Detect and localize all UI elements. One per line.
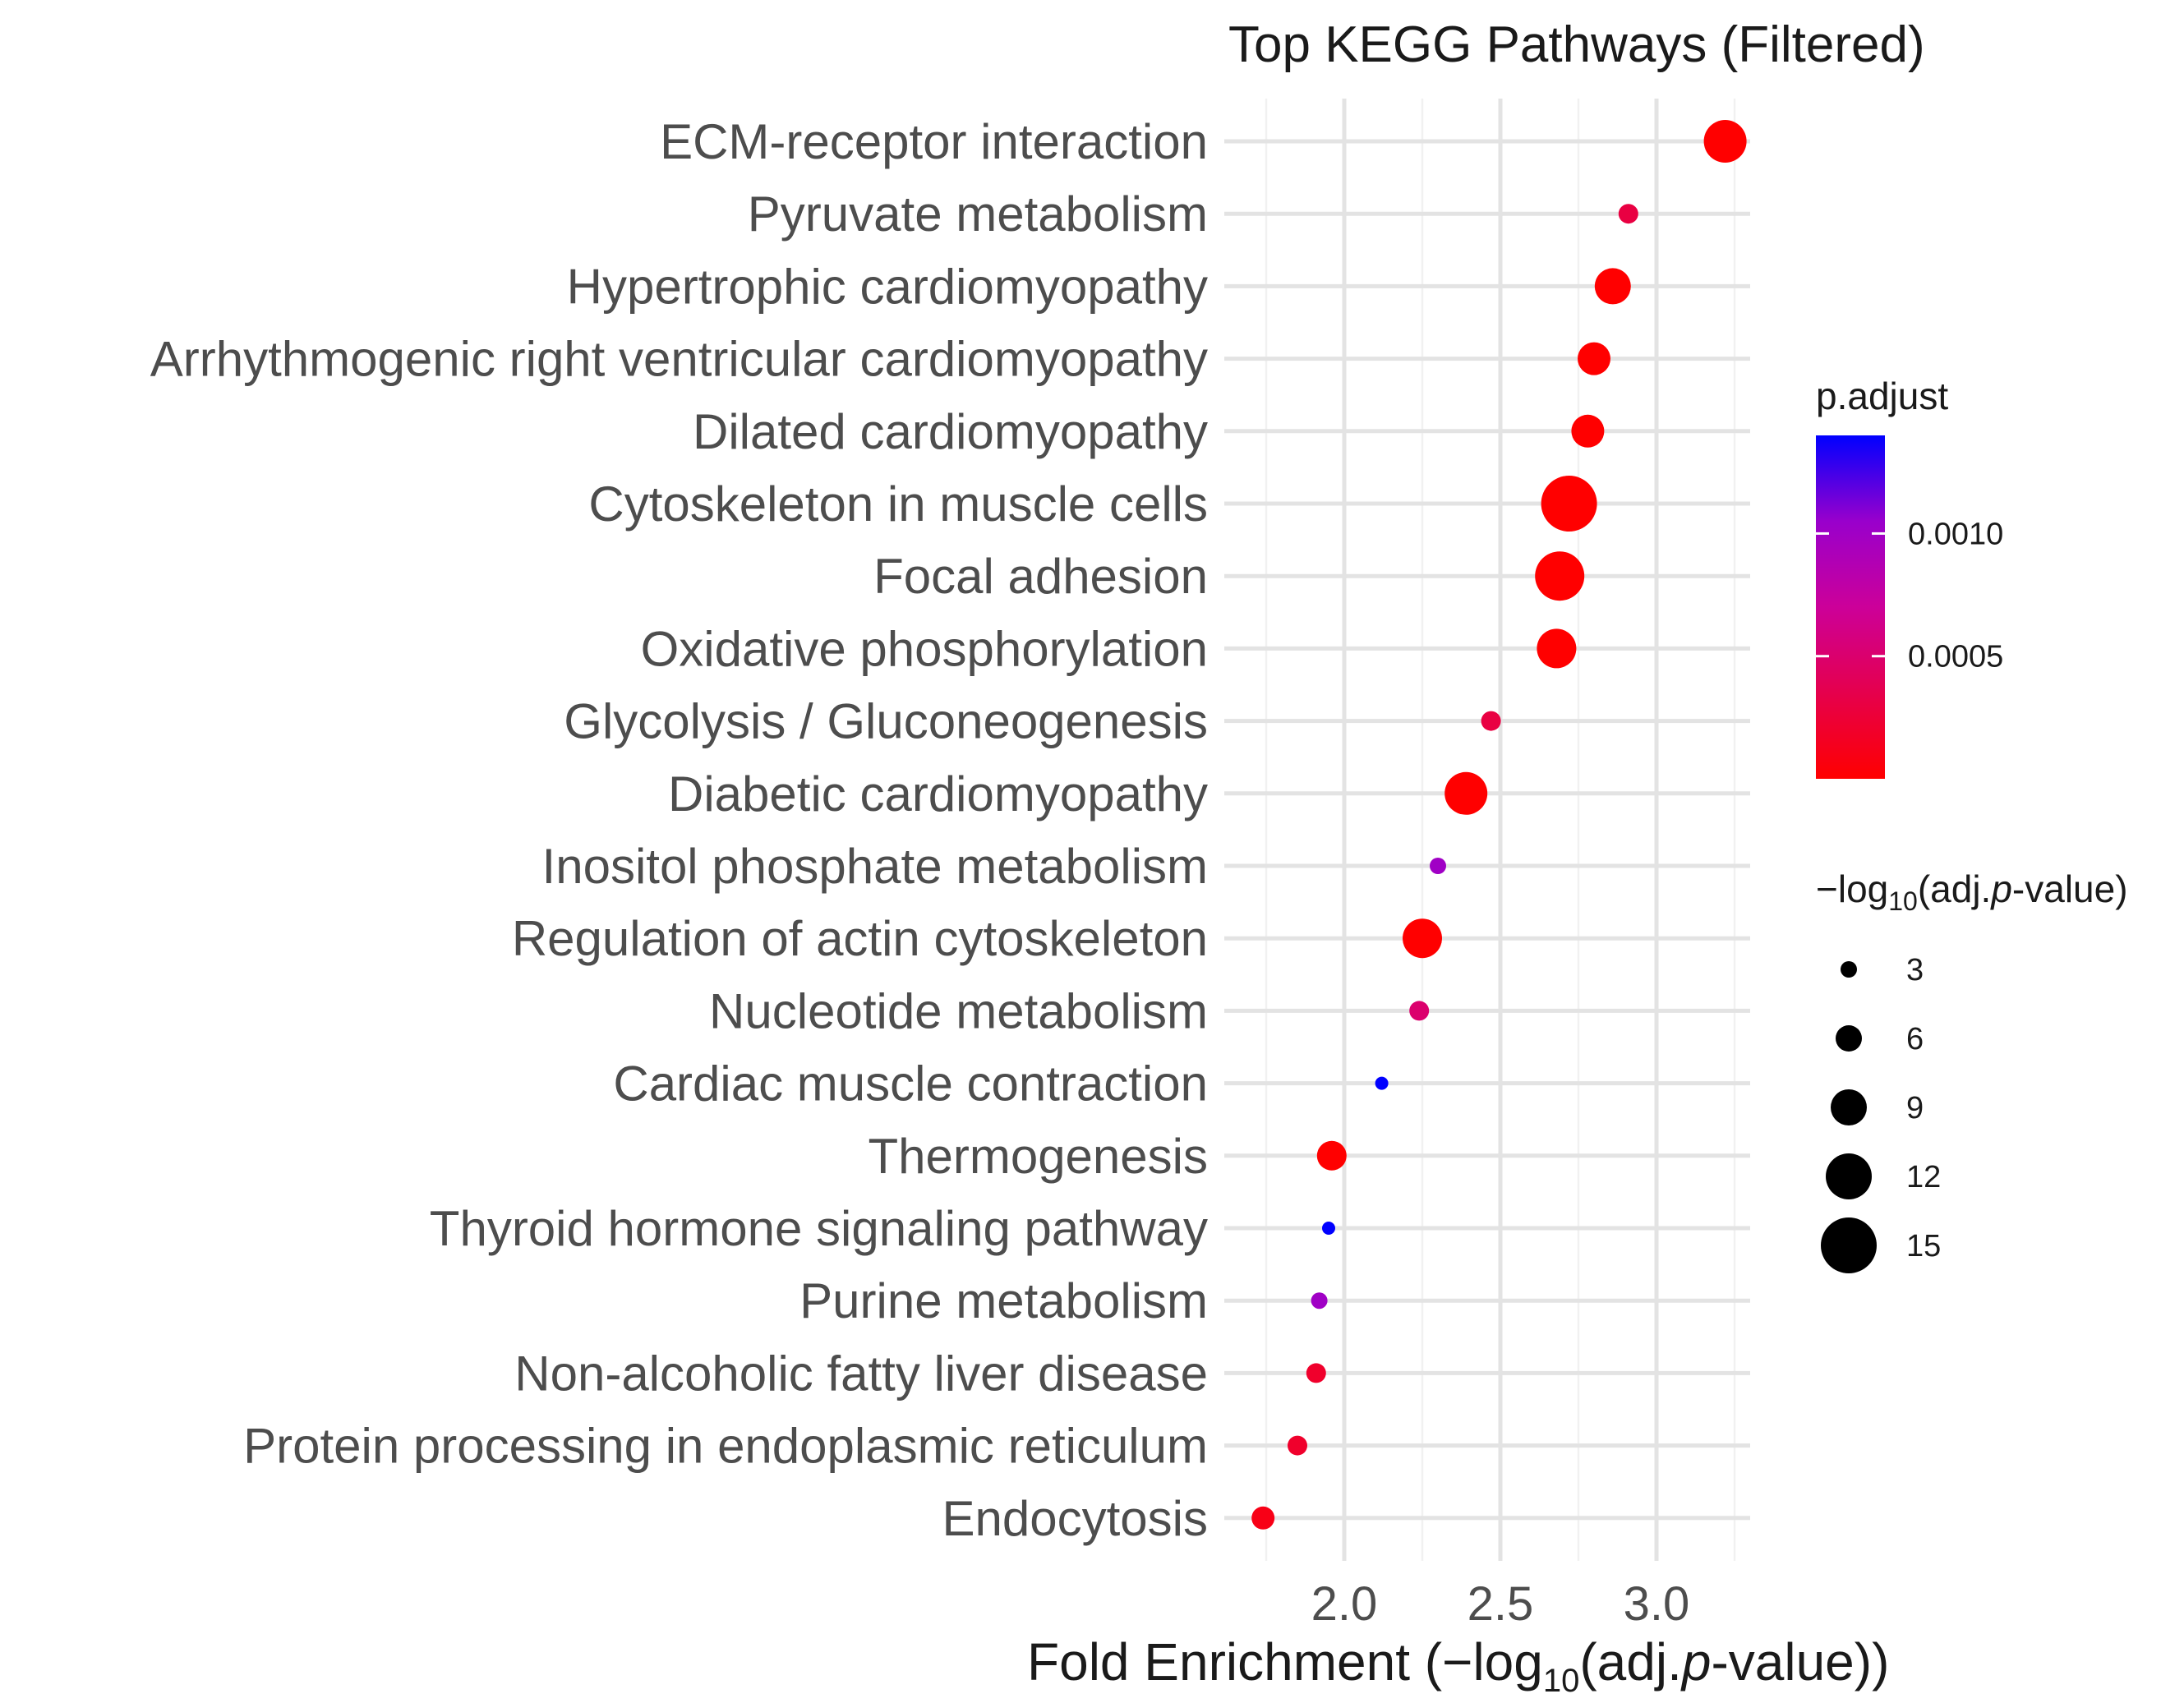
x-tick-label: 3.0 <box>1624 1577 1690 1631</box>
category-label: Non-alcoholic fatty liver disease <box>514 1346 1208 1401</box>
size-legend-title-prefix: −log <box>1816 868 1888 910</box>
data-point <box>1703 120 1747 163</box>
x-axis-title-subscript: 10 <box>1543 1663 1580 1699</box>
data-point <box>1430 858 1446 874</box>
size-legend-label: 12 <box>1906 1160 1941 1194</box>
data-point <box>1409 1001 1430 1021</box>
size-legend-point <box>1841 961 1857 978</box>
size-legend-title-italic: p <box>1989 868 2012 910</box>
color-legend-label: 0.0010 <box>1908 517 2003 551</box>
data-point <box>1251 1506 1275 1530</box>
size-legend-point <box>1836 1025 1862 1052</box>
data-point <box>1322 1222 1335 1235</box>
x-tick-label: 2.5 <box>1468 1577 1534 1631</box>
size-legend-title-mid: (adj. <box>1918 868 1991 910</box>
data-point <box>1375 1076 1389 1090</box>
data-point <box>1311 1292 1328 1309</box>
category-label: Thyroid hormone signaling pathway <box>430 1201 1208 1256</box>
data-point <box>1288 1435 1307 1456</box>
category-label: ECM-receptor interaction <box>660 114 1208 169</box>
size-legend-title-suffix: -value) <box>2012 868 2128 910</box>
category-label: Thermogenesis <box>868 1129 1208 1184</box>
category-label: Cardiac muscle contraction <box>613 1056 1208 1112</box>
category-label: Cytoskeleton in muscle cells <box>588 476 1208 532</box>
data-point <box>1306 1363 1326 1383</box>
data-point <box>1571 414 1605 448</box>
category-label: Hypertrophic cardiomyopathy <box>567 259 1208 314</box>
category-label: Oxidative phosphorylation <box>641 621 1208 676</box>
size-legend-label: 9 <box>1906 1091 1924 1125</box>
size-legend-label: 3 <box>1906 953 1924 987</box>
size-legend-title: −log10(adj.p-value) <box>1816 868 2128 916</box>
size-legend-label: 15 <box>1906 1229 1941 1263</box>
color-legend-ticks: 0.0010 0.0005 <box>1816 517 2003 674</box>
size-legend-items: 3 6 9 12 15 <box>1821 953 1941 1273</box>
category-label: Nucleotide metabolism <box>709 983 1208 1038</box>
category-label: Purine metabolism <box>799 1273 1208 1328</box>
category-label: Regulation of actin cytoskeleton <box>512 911 1208 966</box>
category-label: Dilated cardiomyopathy <box>693 404 1208 459</box>
category-label: Endocytosis <box>942 1491 1209 1546</box>
data-point <box>1618 204 1638 224</box>
size-legend-title-subscript: 10 <box>1888 886 1918 916</box>
category-label: Glycolysis / Gluconeogenesis <box>564 694 1208 749</box>
x-axis-title-mid: (adj. <box>1579 1632 1682 1691</box>
category-label: Arrhythmogenic right ventricular cardiom… <box>150 332 1208 387</box>
data-points <box>1251 120 1747 1530</box>
category-label: Protein processing in endoplasmic reticu… <box>243 1419 1208 1474</box>
data-point <box>1403 918 1442 959</box>
x-axis-title: Fold Enrichment (−log10(adj.p-value)) <box>1027 1632 1889 1699</box>
size-legend-point <box>1821 1217 1877 1273</box>
x-axis-title-suffix: -value)) <box>1711 1632 1889 1691</box>
category-label: Focal adhesion <box>873 549 1208 604</box>
category-label: Pyruvate metabolism <box>748 186 1208 242</box>
size-legend: −log10(adj.p-value) 3 6 9 12 15 <box>1816 868 2128 1273</box>
data-point <box>1541 476 1597 532</box>
color-legend-label: 0.0005 <box>1908 640 2003 674</box>
data-point <box>1481 711 1501 731</box>
x-tick-label: 2.0 <box>1311 1577 1378 1631</box>
data-point <box>1444 771 1488 815</box>
data-point <box>1535 551 1585 601</box>
chart-title: Top KEGG Pathways (Filtered) <box>1228 16 1925 73</box>
grid <box>1224 99 1750 1561</box>
x-axis-ticks: 2.0 2.5 3.0 <box>1311 1577 1690 1631</box>
data-point <box>1594 268 1631 305</box>
color-legend-title: p.adjust <box>1816 375 1948 417</box>
size-legend-point <box>1826 1153 1872 1199</box>
color-legend: p.adjust 0.0010 0.0005 <box>1816 375 2003 779</box>
data-point <box>1578 342 1610 375</box>
color-legend-bar <box>1816 435 1885 779</box>
category-label: Inositol phosphate metabolism <box>542 839 1208 894</box>
data-point <box>1316 1140 1347 1171</box>
size-legend-point <box>1831 1089 1867 1125</box>
category-label: Diabetic cardiomyopathy <box>668 766 1208 822</box>
data-point <box>1537 628 1577 669</box>
size-legend-label: 6 <box>1906 1022 1924 1056</box>
category-labels: ECM-receptor interaction Pyruvate metabol… <box>150 114 1208 1546</box>
x-axis-title-italic: p <box>1680 1632 1712 1691</box>
x-axis-title-prefix: Fold Enrichment (−log <box>1027 1632 1543 1691</box>
